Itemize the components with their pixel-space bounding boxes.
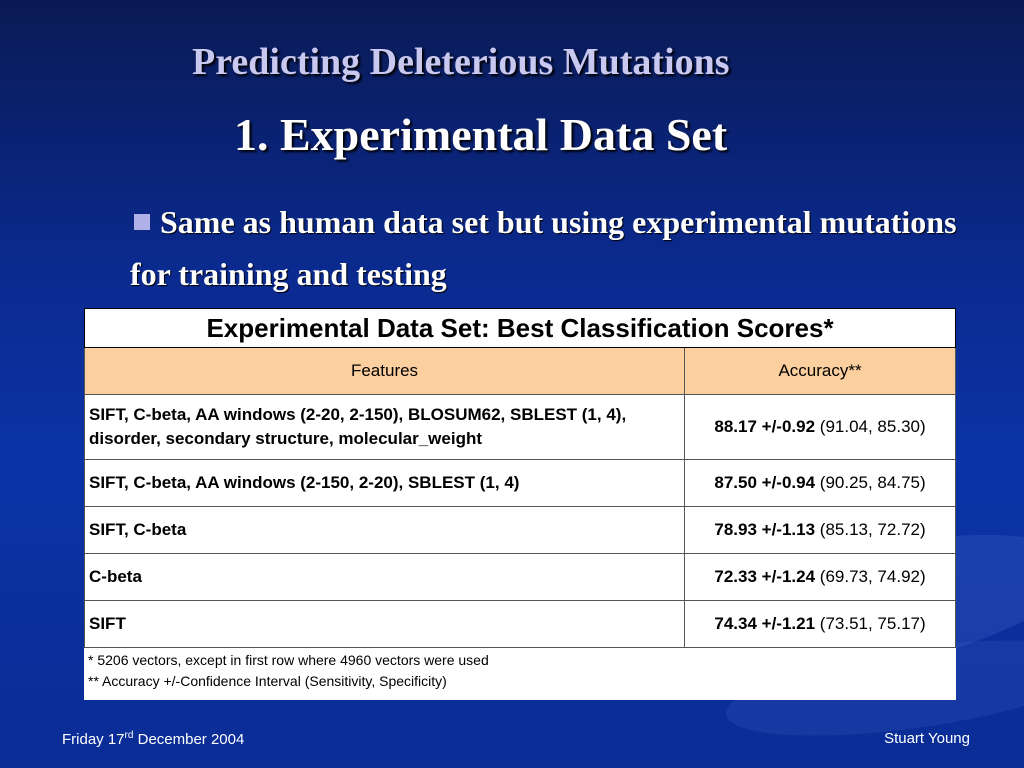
confidence-interval: (69.73, 74.92)	[819, 567, 926, 586]
bullet-text: Same as human data set but using experim…	[130, 204, 957, 292]
footnote: ** Accuracy +/-Confidence Interval (Sens…	[88, 673, 447, 689]
accuracy-cell: 74.34 +/-1.21 (73.51, 75.17)	[684, 600, 956, 648]
header-features: Features	[83, 347, 686, 395]
accuracy-value: 87.50 +/-0.94	[714, 473, 816, 492]
features-cell: SIFT, C-beta, AA windows (2-20, 2-150), …	[83, 394, 686, 460]
table-notes: * 5206 vectors, except in first row wher…	[84, 648, 956, 694]
footer-date-suffix: rd	[124, 730, 134, 741]
confidence-interval: (85.13, 72.72)	[819, 520, 926, 539]
slide-subtitle: 1. Experimental Data Set	[234, 109, 728, 160]
table-row: SIFT, C-beta 78.93 +/-1.13 (85.13, 72.72…	[83, 506, 956, 554]
features-cell: SIFT, C-beta, AA windows (2-150, 2-20), …	[83, 459, 686, 507]
accuracy-cell: 78.93 +/-1.13 (85.13, 72.72)	[684, 506, 956, 554]
footer-date-day: Friday 17	[62, 731, 125, 748]
footer-author: Stuart Young	[884, 730, 970, 747]
table-caption: Experimental Data Set: Best Classificati…	[84, 308, 956, 348]
accuracy-value: 78.93 +/-1.13	[714, 520, 816, 539]
accuracy-value: 74.34 +/-1.21	[714, 614, 816, 633]
features-cell: SIFT, C-beta	[83, 506, 686, 554]
table-row: SIFT, C-beta, AA windows (2-20, 2-150), …	[83, 394, 956, 460]
confidence-interval: (73.51, 75.17)	[819, 614, 926, 633]
footer-date: Friday 17rd December 2004	[62, 730, 244, 748]
header-accuracy: Accuracy**	[684, 347, 956, 395]
table-row: SIFT, C-beta, AA windows (2-150, 2-20), …	[83, 459, 956, 507]
slide-title: Predicting Deleterious Mutations	[192, 41, 730, 83]
accuracy-value: 88.17 +/-0.92	[714, 417, 816, 436]
results-table: Experimental Data Set: Best Classificati…	[83, 308, 956, 700]
footnote: * 5206 vectors, except in first row wher…	[88, 652, 489, 668]
square-bullet-icon	[134, 214, 150, 230]
table-row: SIFT 74.34 +/-1.21 (73.51, 75.17)	[83, 600, 956, 648]
accuracy-value: 72.33 +/-1.24	[714, 567, 816, 586]
features-cell: SIFT	[83, 600, 686, 648]
accuracy-cell: 88.17 +/-0.92 (91.04, 85.30)	[684, 394, 956, 460]
confidence-interval: (91.04, 85.30)	[819, 417, 926, 436]
footer-date-month: December 2004	[133, 731, 245, 748]
features-cell: C-beta	[83, 553, 686, 601]
confidence-interval: (90.25, 84.75)	[819, 473, 926, 492]
accuracy-cell: 87.50 +/-0.94 (90.25, 84.75)	[684, 459, 956, 507]
bullet-point: Same as human data set but using experim…	[130, 196, 990, 300]
accuracy-cell: 72.33 +/-1.24 (69.73, 74.92)	[684, 553, 956, 601]
table-row: C-beta 72.33 +/-1.24 (69.73, 74.92)	[83, 553, 956, 601]
